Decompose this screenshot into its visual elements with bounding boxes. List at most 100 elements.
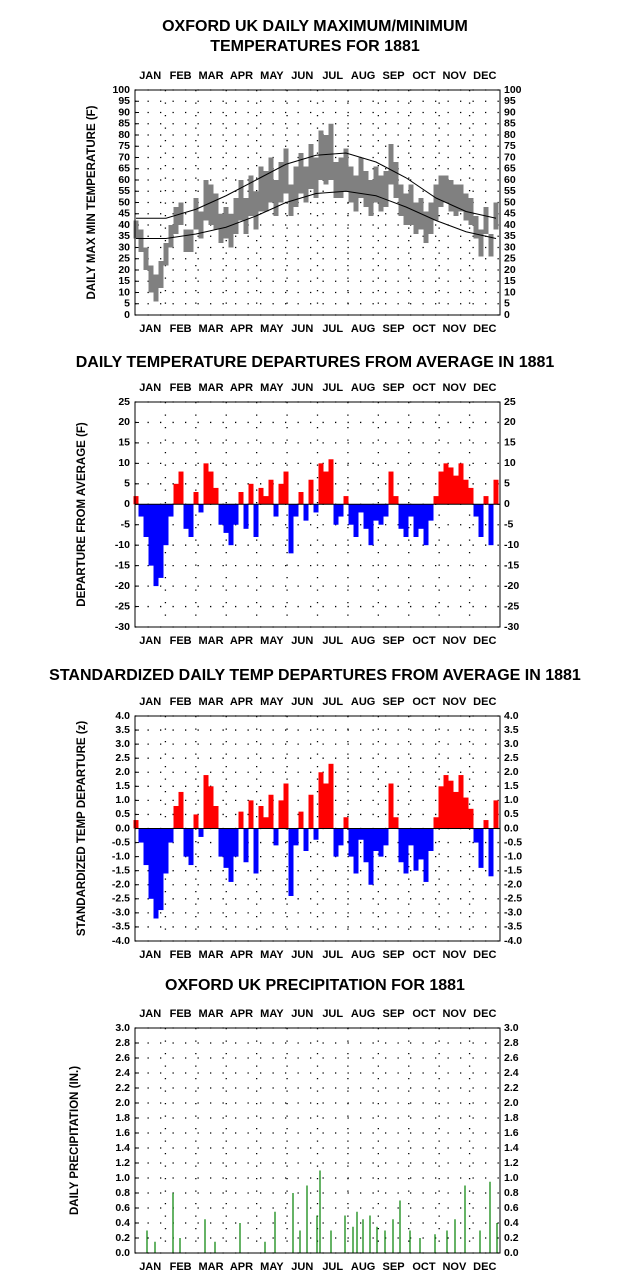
temperature-range <box>258 166 264 212</box>
temperature-range <box>288 184 294 216</box>
y2-tick-label: -1.0 <box>504 850 522 862</box>
bar <box>328 763 334 829</box>
bar <box>428 828 434 851</box>
month-label: JUL <box>322 635 343 647</box>
bar <box>143 828 149 866</box>
temperature-range <box>148 265 154 293</box>
bar <box>303 828 309 851</box>
month-label: DEC <box>473 1008 496 1020</box>
month-label: NOV <box>442 1008 467 1020</box>
bar <box>463 479 469 505</box>
bar <box>408 828 414 846</box>
bar <box>352 1226 354 1253</box>
bar <box>313 504 319 513</box>
temperature-range <box>158 261 164 288</box>
temperature-range <box>323 135 329 185</box>
temperature-range <box>228 213 234 248</box>
y-tick-label: 2.4 <box>115 1067 130 1079</box>
bar <box>168 504 174 517</box>
bar <box>344 1215 346 1253</box>
month-label: SEP <box>383 949 405 961</box>
y-tick-label: 3.0 <box>115 1022 130 1034</box>
bar <box>473 828 479 843</box>
month-label: APR <box>230 1261 253 1273</box>
bar <box>488 828 494 877</box>
month-label: AUG <box>351 1008 375 1020</box>
y-tick-label: -5 <box>121 519 130 531</box>
bar <box>419 1238 421 1253</box>
bar <box>198 828 204 837</box>
temperature-range <box>378 175 384 212</box>
y2-tick-label: 1.5 <box>504 780 519 792</box>
chart-title: TEMPERATURES FOR 1881 <box>210 38 420 55</box>
bar <box>423 504 429 546</box>
bar <box>323 471 329 505</box>
bar <box>198 504 204 513</box>
month-label: SEP <box>383 635 405 647</box>
chart-title: OXFORD UK PRECIPITATION FOR 1881 <box>165 977 465 994</box>
bar <box>313 828 319 840</box>
y-tick-label: -25 <box>115 600 130 612</box>
y2-tick-label: 70 <box>504 151 516 163</box>
y-tick-label: 60 <box>118 174 130 186</box>
temperature-range <box>243 198 249 234</box>
y2-tick-label: 65 <box>504 163 516 175</box>
bar <box>388 471 394 505</box>
bar <box>369 1215 371 1253</box>
bar <box>323 783 329 829</box>
month-label: MAY <box>260 1261 284 1273</box>
y2-tick-label: 2.5 <box>504 752 519 764</box>
y-tick-label: 4.0 <box>115 710 130 722</box>
y-tick-label: -20 <box>115 580 130 592</box>
y2-tick-label: 3.0 <box>504 738 519 750</box>
temperature-range <box>453 184 459 216</box>
temperature-range <box>338 157 344 198</box>
y-tick-label: 45 <box>118 208 130 220</box>
bar <box>399 1200 401 1253</box>
y2-tick-label: 5 <box>504 478 510 490</box>
month-label: MAY <box>260 949 284 961</box>
temperature-range <box>263 171 269 212</box>
temperature-range <box>248 175 254 216</box>
y-tick-label: 20 <box>118 264 130 276</box>
bar <box>148 828 154 899</box>
y-tick-label: 15 <box>118 275 130 287</box>
y2-tick-label: -25 <box>504 600 519 612</box>
temperature-range <box>163 243 169 266</box>
bar <box>178 471 184 505</box>
normal-line <box>136 190 497 239</box>
month-label: DEC <box>473 696 496 708</box>
bar <box>303 504 309 521</box>
y-tick-label: -10 <box>115 539 130 551</box>
temperature-range <box>203 180 209 221</box>
y2-tick-label: 2.0 <box>504 1097 519 1109</box>
bar <box>353 504 359 537</box>
month-label: JUL <box>322 1008 343 1020</box>
bar <box>264 1241 266 1253</box>
y-tick-label: 0.0 <box>115 822 130 834</box>
bar <box>248 483 254 505</box>
bar <box>193 492 199 505</box>
y-tick-label: -3.0 <box>112 907 130 919</box>
y2-tick-label: 10 <box>504 457 516 469</box>
y-tick-label: 80 <box>118 129 130 141</box>
temperature-range <box>448 180 454 212</box>
bar <box>428 504 434 521</box>
bar <box>283 471 289 505</box>
month-label: OCT <box>412 382 436 394</box>
month-label: JUL <box>322 1261 343 1273</box>
month-label: MAR <box>199 1008 224 1020</box>
y-tick-label: 1.0 <box>115 1172 130 1184</box>
temperature-range <box>438 175 444 207</box>
bar <box>163 828 169 874</box>
bar <box>172 1193 174 1253</box>
month-label: JUN <box>291 382 313 394</box>
y-tick-label: 90 <box>118 106 130 118</box>
month-label: OCT <box>412 635 436 647</box>
bar <box>238 811 244 829</box>
y-tick-label: 20 <box>118 416 130 428</box>
month-label: SEP <box>383 1008 405 1020</box>
bar <box>333 504 339 525</box>
y2-tick-label: 50 <box>504 196 516 208</box>
